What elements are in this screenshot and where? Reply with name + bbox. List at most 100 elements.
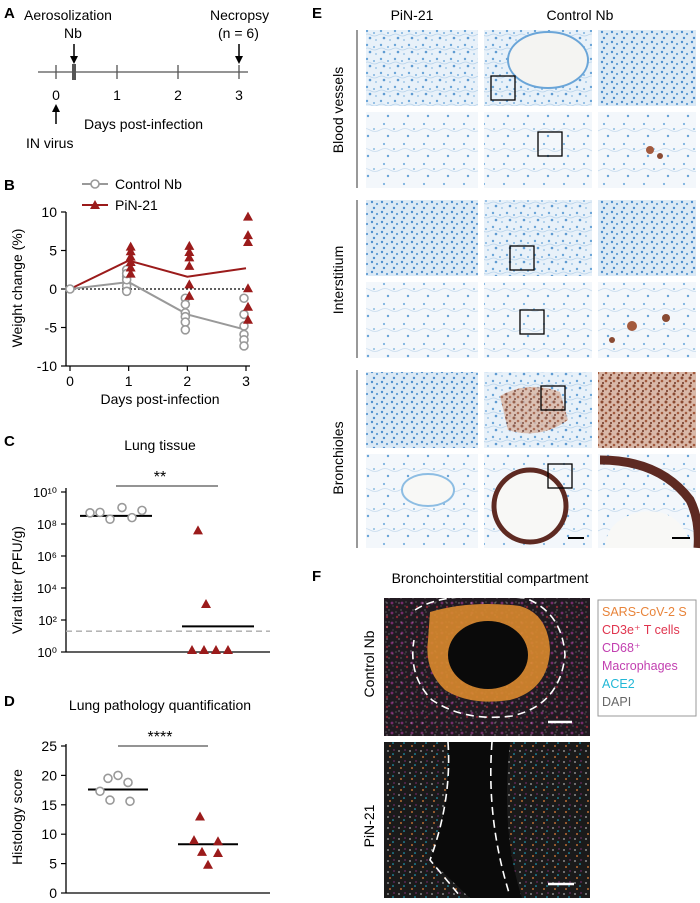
airway-lumen — [448, 621, 528, 689]
c-ytick-label: 10² — [38, 613, 57, 628]
histology-image — [484, 200, 592, 276]
d-point-pin21 — [195, 811, 205, 821]
b-xticks: 0 1 2 3 — [66, 366, 250, 389]
d-point-control — [103, 773, 113, 784]
d-plot — [88, 770, 238, 869]
c-point-control — [127, 512, 137, 523]
c-ytick-label: 10⁶ — [37, 549, 57, 564]
histology-image — [366, 30, 478, 106]
b-point-pin21 — [243, 301, 253, 311]
b-point-control — [180, 325, 191, 335]
c-sig-label: ** — [154, 469, 166, 486]
row-label-blood-vessels: Blood vessels — [330, 67, 346, 153]
stain-spot — [662, 314, 670, 322]
b-ytick-label: 0 — [49, 281, 57, 297]
panel-letter: C — [4, 433, 15, 450]
panel-e: E PiN-21 Control Nb Blood vessels Inters… — [312, 5, 700, 549]
zoom-box — [537, 131, 563, 157]
c-point-control — [117, 502, 127, 513]
vessel-lumen — [507, 31, 589, 89]
c-plot — [66, 502, 270, 654]
necropsy-arrow-head — [235, 56, 243, 64]
f-legend-item: CD68⁺ — [602, 641, 641, 655]
b-point-pin21 — [243, 314, 253, 324]
stain-spot — [646, 146, 654, 154]
histology-zoom — [598, 30, 696, 106]
necropsy-label: Necropsy — [210, 7, 269, 23]
aerosolization-label: Aerosolization — [24, 7, 112, 23]
d-point-pin21 — [197, 846, 207, 856]
histology-image — [366, 112, 478, 188]
c-point-control — [137, 505, 147, 516]
nb-marker — [72, 64, 76, 80]
zoom-box — [519, 309, 545, 335]
in-virus-label: IN virus — [26, 135, 73, 151]
legend-pin21: PiN-21 — [115, 197, 158, 213]
legend-marker-control — [90, 179, 100, 189]
timeline-tick-label: 0 — [52, 87, 60, 103]
d-yticks: 25 20 15 10 5 0 — [41, 738, 66, 901]
d-point-control — [95, 786, 105, 797]
histology-image — [366, 282, 478, 358]
d-title: Lung pathology quantification — [69, 697, 251, 713]
airway-lumen — [430, 742, 522, 898]
bronchiole-ring — [491, 467, 569, 545]
b-point-pin21 — [184, 240, 195, 250]
b-xtick-label: 3 — [242, 373, 250, 389]
timeline-tick-label: 2 — [174, 87, 182, 103]
b-xtick-label: 0 — [66, 373, 74, 389]
stain-spot — [609, 337, 615, 343]
histology-image — [366, 372, 478, 448]
b-xlabel: Days post-infection — [100, 391, 219, 407]
b-point-pin21 — [125, 241, 136, 251]
b-ytick-label: -5 — [45, 320, 58, 336]
b-point-control — [239, 293, 249, 304]
b-point-pin21 — [125, 246, 136, 256]
c-ytick-label: 10⁴ — [37, 581, 57, 596]
legend-control: Control Nb — [115, 176, 182, 192]
f-legend-item: ACE2 — [602, 677, 635, 691]
c-point-pin21 — [201, 599, 211, 608]
panel-letter: E — [312, 5, 322, 22]
row-label-bronchioles: Bronchioles — [330, 421, 346, 494]
d-ytick-label: 15 — [41, 797, 57, 813]
f-legend-box — [597, 599, 697, 717]
col-header-pin21: PiN-21 — [391, 7, 434, 23]
panel-letter: A — [4, 5, 15, 22]
c-point-pin21 — [223, 645, 233, 654]
histology-image — [484, 282, 592, 358]
d-ytick-label: 20 — [41, 767, 57, 783]
d-point-pin21 — [203, 859, 213, 869]
stain-region — [500, 386, 568, 434]
panel-f: F Bronchointerstitial compartment Contro… — [312, 568, 697, 898]
d-point-control — [125, 796, 135, 807]
b-point-pin21 — [184, 260, 195, 270]
zoom-box — [540, 385, 566, 411]
b-point-pin21 — [125, 257, 136, 267]
legend-marker-pin21 — [90, 200, 100, 209]
epithelium-zoom — [599, 455, 700, 549]
airway-zoom-lumen — [605, 511, 692, 548]
b-point-pin21 — [243, 230, 253, 240]
d-ytick-label: 0 — [49, 885, 57, 901]
c-point-pin21 — [211, 645, 221, 654]
d-point-control — [113, 770, 123, 781]
b-point-pin21 — [184, 279, 195, 289]
timeline-xlabel: Days post-infection — [84, 116, 203, 132]
c-ytick-label: 10⁰ — [37, 645, 57, 660]
compartment-outline — [429, 741, 461, 897]
airway-lumen — [401, 473, 455, 507]
b-ytick-label: 10 — [41, 204, 57, 220]
b-xtick-label: 1 — [125, 373, 133, 389]
b-plot — [65, 211, 253, 351]
b-point-origin — [65, 284, 75, 294]
panel-letter: D — [4, 693, 15, 710]
c-ytick-label: 10¹⁰ — [33, 485, 57, 500]
b-xtick-label: 2 — [183, 373, 191, 389]
compartment-outline — [412, 594, 566, 719]
c-title: Lung tissue — [124, 437, 196, 453]
panel-letter: F — [312, 568, 321, 585]
nb-arrow-head — [70, 56, 78, 64]
c-ylabel: Viral titer (PFU/g) — [9, 526, 25, 634]
